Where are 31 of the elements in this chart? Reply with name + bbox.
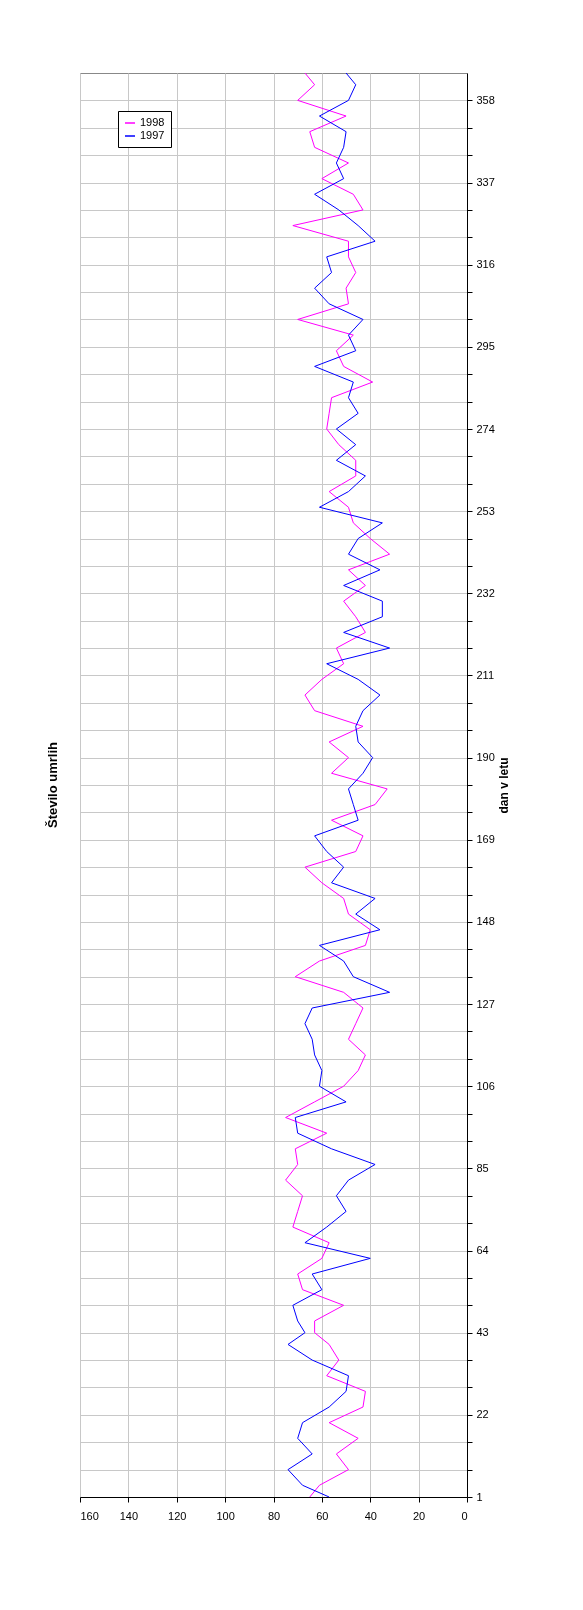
y-axis-title: dan v letu — [496, 757, 511, 814]
y-tick-label: 337 — [476, 176, 495, 189]
y-tick-label: 169 — [476, 833, 495, 846]
x-tick-label: 100 — [216, 1509, 235, 1522]
y-tick-label: 85 — [476, 1161, 489, 1174]
legend-label: 1997 — [140, 129, 165, 141]
y-tick-label: 274 — [476, 422, 495, 435]
x-tick-label: 60 — [316, 1509, 329, 1522]
y-tick-label: 148 — [476, 915, 495, 928]
y-tick-label: 253 — [476, 504, 495, 517]
y-tick-label: 232 — [476, 586, 495, 599]
y-tick-label: 190 — [476, 751, 495, 764]
y-tick-label: 43 — [476, 1326, 489, 1339]
y-tick-label: 127 — [476, 997, 495, 1010]
x-tick-label: 80 — [267, 1509, 281, 1522]
y-tick-label: 316 — [476, 258, 495, 271]
x-tick-label: 120 — [168, 1509, 187, 1522]
y-tick-label: 295 — [476, 340, 495, 353]
x-tick-label: 160 — [80, 1509, 99, 1522]
y-tick-label: 1 — [476, 1490, 483, 1503]
y-tick-label: 358 — [476, 93, 495, 106]
y-tick-label: 22 — [476, 1408, 489, 1421]
x-tick-label: 140 — [119, 1509, 139, 1522]
x-tick-label: 40 — [364, 1509, 377, 1522]
x-tick-label: 0 — [461, 1509, 468, 1522]
x-tick-label: 20 — [413, 1509, 426, 1522]
text: Število umrlih — [44, 741, 60, 828]
y-tick-label: 106 — [476, 1079, 495, 1092]
y-tick-label: 64 — [476, 1244, 489, 1257]
y-tick-label: 211 — [476, 668, 495, 681]
legend-label: 1998 — [140, 116, 165, 128]
